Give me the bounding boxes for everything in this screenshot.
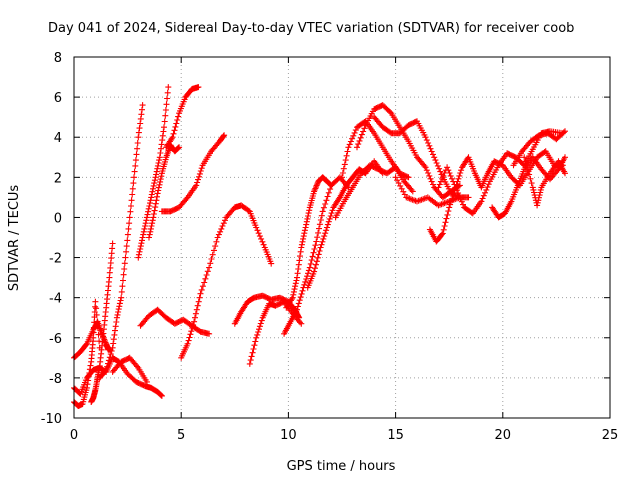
- y-tick-label: -10: [41, 412, 62, 427]
- series-markers: [88, 240, 116, 405]
- series-trace-10: [163, 84, 202, 151]
- y-tick-label: -8: [49, 372, 62, 387]
- y-tick-label: 8: [54, 51, 62, 66]
- axis-ticks: 0 5 10 15 20 25 -10 -8 -6 -4 -2 0 2 4 6 8: [41, 51, 619, 443]
- x-tick-label: 25: [602, 428, 619, 443]
- y-tick-label: 4: [54, 131, 62, 146]
- x-tick-label: 0: [70, 428, 78, 443]
- series-markers: [109, 354, 150, 385]
- x-tick-label: 5: [177, 428, 185, 443]
- series-markers: [283, 174, 335, 311]
- series-markers: [339, 118, 412, 181]
- series-trace-7: [135, 84, 172, 261]
- y-tick-label: -6: [49, 332, 62, 347]
- series-markers: [521, 154, 568, 209]
- series-trace-22: [392, 174, 463, 209]
- series-trace-18: [332, 162, 416, 221]
- series-markers: [135, 84, 172, 261]
- series-markers: [146, 142, 183, 241]
- series-trace-6: [109, 354, 150, 385]
- y-tick-label: 0: [54, 211, 62, 226]
- series-markers: [304, 158, 386, 291]
- series-markers: [137, 306, 213, 337]
- x-tick-label: 15: [387, 428, 404, 443]
- grid: [74, 57, 610, 418]
- y-tick-label: -2: [49, 252, 62, 267]
- series-markers: [178, 202, 275, 361]
- series-trace-11: [158, 132, 228, 215]
- series-trace-12: [178, 202, 275, 361]
- series-trace-5: [96, 102, 146, 381]
- x-tick-label: 20: [495, 428, 512, 443]
- series-markers: [510, 128, 568, 169]
- y-tick-label: 2: [54, 171, 62, 186]
- y-tick-label: 6: [54, 91, 62, 106]
- series-trace-26: [510, 128, 568, 169]
- data-series: [71, 84, 568, 409]
- series-trace-16: [283, 174, 335, 311]
- series-trace-9: [137, 306, 213, 337]
- series-trace-4: [88, 240, 116, 405]
- series-trace-17: [304, 158, 386, 291]
- x-tick-label: 10: [280, 428, 297, 443]
- series-markers: [158, 132, 228, 215]
- series-markers: [392, 174, 463, 209]
- series-trace-19: [339, 118, 412, 181]
- y-axis-label: SDTVAR / TECUs: [7, 185, 22, 292]
- y-tick-label: -4: [49, 292, 62, 307]
- series-markers: [163, 84, 202, 151]
- series-trace-8: [146, 142, 183, 241]
- chart-title: Day 041 of 2024, Sidereal Day-to-day VTE…: [48, 21, 574, 36]
- series-markers: [332, 162, 416, 221]
- series-markers: [96, 102, 146, 381]
- plot-frame: [73, 56, 611, 419]
- series-trace-27: [521, 154, 568, 209]
- x-axis-label: GPS time / hours: [287, 459, 396, 474]
